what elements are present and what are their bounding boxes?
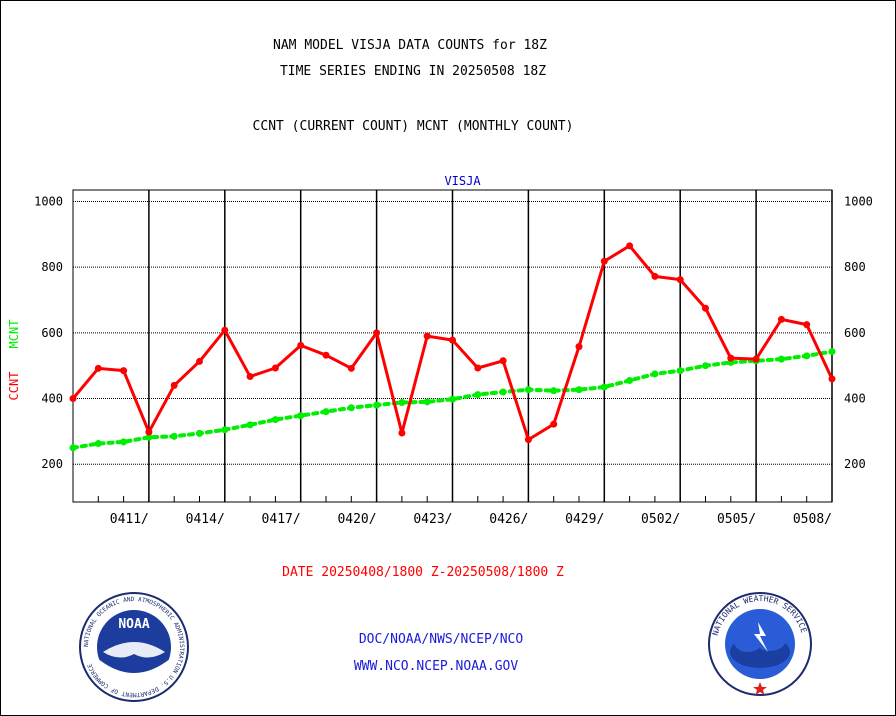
y-tick-label-right: 1000: [844, 194, 873, 208]
y-tick-label-left: 400: [41, 392, 63, 406]
ccnt-point: [600, 257, 608, 265]
ccnt-point: [196, 357, 203, 365]
ccnt-point: [94, 364, 102, 372]
mcnt-point: [297, 412, 305, 420]
mcnt-point: [626, 376, 634, 384]
x-tick-label: 0423/: [413, 512, 452, 527]
mcnt-point: [271, 416, 279, 424]
mcnt-point: [575, 386, 583, 394]
x-tick-label: 0502/: [641, 512, 680, 527]
header-line-2: TIME SERIES ENDING IN 20250508 18Z: [279, 64, 547, 79]
x-tick-label: 0420/: [337, 512, 376, 527]
ccnt-point: [626, 242, 634, 250]
mcnt-point: [120, 438, 128, 446]
mcnt-point: [828, 348, 836, 356]
ccnt-point: [702, 304, 709, 312]
mcnt-point: [398, 398, 406, 406]
mcnt-point: [94, 440, 102, 448]
org-path: DOC/NOAA/NWS/NCEP/NCO: [358, 632, 524, 647]
ccnt-point: [347, 364, 355, 372]
ccnt-point: [322, 351, 330, 359]
mcnt-point: [702, 362, 709, 370]
mcnt-point: [474, 391, 482, 399]
y-axis-label-ccnt: CCNT: [7, 372, 21, 401]
date-range: DATE 20250408/1800 Z-20250508/1800 Z: [282, 565, 564, 580]
ccnt-point: [550, 420, 558, 428]
ccnt-point: [398, 429, 406, 437]
ccnt-point: [676, 276, 684, 284]
mcnt-point: [550, 387, 558, 395]
chart-title: VISJA: [444, 174, 481, 188]
mcnt-point: [449, 395, 456, 403]
ccnt-point: [120, 367, 128, 375]
mcnt-point: [423, 398, 431, 406]
y-tick-label-left: 600: [41, 326, 63, 340]
y-axis-label-mcnt: MCNT: [7, 320, 21, 349]
mcnt-point: [651, 370, 659, 378]
mcnt-point: [524, 386, 532, 394]
mcnt-point: [600, 383, 608, 391]
mcnt-point: [196, 429, 203, 437]
y-tick-label-right: 600: [844, 326, 866, 340]
y-tick-label-right: 200: [844, 457, 866, 471]
noaa-logo: NOAA NATIONAL OCEANIC AND ATMOSPHERIC AD…: [79, 592, 189, 702]
x-tick-label: 0508/: [793, 512, 832, 527]
ccnt-point: [145, 428, 153, 436]
ccnt-point: [271, 364, 279, 372]
ccnt-point: [373, 329, 381, 337]
mcnt-point: [221, 426, 229, 434]
ccnt-point: [752, 355, 760, 363]
ccnt-point: [170, 381, 178, 389]
mcnt-point: [803, 352, 811, 360]
mcnt-point: [322, 408, 330, 416]
website: WWW.NCO.NCEP.NOAA.GOV: [353, 659, 519, 674]
mcnt-point: [145, 433, 153, 441]
ccnt-point: [727, 354, 735, 362]
y-axis-label-group: CCNT MCNT: [7, 320, 21, 401]
ccnt-point: [423, 332, 431, 340]
ccnt-point: [221, 326, 229, 334]
header-line-1: NAM MODEL VISJA DATA COUNTS for 18Z: [273, 38, 547, 53]
ccnt-point: [524, 436, 532, 444]
noaa-logo-wordmark: NOAA: [118, 617, 149, 632]
ccnt-point: [449, 336, 456, 344]
ccnt-point: [777, 315, 785, 323]
x-tick-label: 0426/: [489, 512, 528, 527]
mcnt-point: [170, 432, 178, 440]
ccnt-point: [499, 357, 507, 365]
y-tick-label-right: 800: [844, 260, 866, 274]
x-tick-label: 0417/: [262, 512, 301, 527]
mcnt-point: [676, 367, 684, 375]
ccnt-point: [69, 395, 77, 403]
ccnt-point: [803, 321, 811, 329]
x-tick-label: 0411/: [110, 512, 149, 527]
y-tick-label-left: 200: [41, 457, 63, 471]
nws-logo: NATIONAL WEATHER SERVICE: [708, 592, 812, 696]
x-tick-label: 0414/: [186, 512, 225, 527]
mcnt-point: [777, 355, 785, 363]
ccnt-point: [246, 373, 254, 381]
mcnt-point: [69, 444, 77, 452]
y-tick-label-right: 400: [844, 392, 866, 406]
mcnt-point: [246, 421, 254, 429]
x-tick-label: 0505/: [717, 512, 756, 527]
ccnt-point: [297, 341, 305, 349]
mcnt-point: [347, 404, 355, 412]
header-line-3: CCNT (CURRENT COUNT) MCNT (MONTHLY COUNT…: [252, 119, 574, 134]
ccnt-point: [575, 343, 583, 351]
x-tick-label: 0429/: [565, 512, 604, 527]
y-tick-label-left: 1000: [34, 194, 63, 208]
y-tick-label-left: 800: [41, 260, 63, 274]
ccnt-point: [828, 375, 836, 383]
ccnt-point: [651, 272, 659, 280]
mcnt-point: [373, 401, 381, 409]
mcnt-point: [499, 388, 507, 396]
ccnt-point: [474, 364, 482, 372]
